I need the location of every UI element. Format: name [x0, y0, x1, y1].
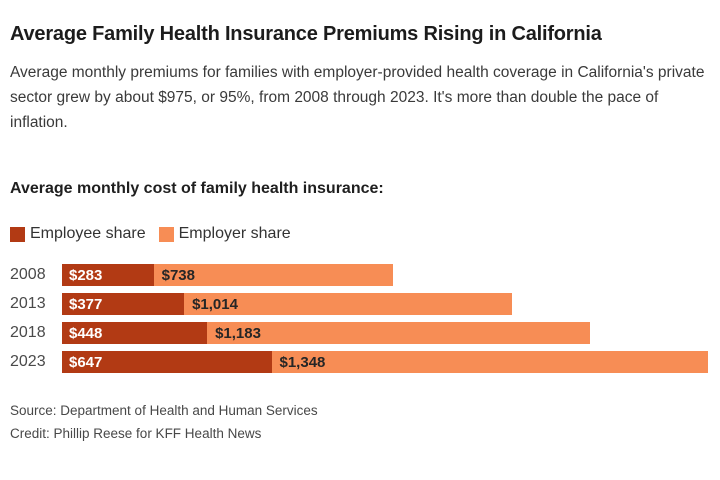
employee-share-swatch-icon [10, 226, 25, 242]
employee-share-segment: $448 [62, 322, 208, 345]
stacked-bar: $448 $1,183 [62, 322, 591, 345]
employee-share-segment: $647 [62, 351, 272, 374]
employee-share-segment: $283 [62, 264, 154, 287]
credit-line: Credit: Phillip Reese for KFF Health New… [10, 425, 262, 441]
bar-track: $647 $1,348 [62, 351, 708, 374]
subtitle: Average monthly premiums for families wi… [10, 64, 705, 132]
stacked-bar: $647 $1,348 [62, 351, 708, 374]
employer-share-segment: $1,014 [184, 293, 513, 316]
chart-row-2023: 2023 $647 $1,348 [10, 351, 708, 374]
chart-title: Average monthly cost of family health in… [10, 180, 384, 198]
year-label: 2008 [10, 266, 46, 284]
chart-row-2018: 2018 $448 $1,183 [10, 322, 708, 345]
employer-value-label: $1,014 [192, 295, 238, 313]
stacked-bar-chart: 2008 $283 $738 2013 $377 [10, 264, 708, 374]
footer: Source: Department of Health and Human S… [10, 400, 708, 445]
employer-share-swatch-icon [158, 226, 174, 242]
employee-share-segment: $377 [62, 293, 185, 316]
year-label: 2013 [10, 295, 46, 313]
bar-track: $283 $738 [62, 264, 708, 287]
employer-value-label: $1,348 [279, 353, 326, 371]
employee-value-label: $283 [69, 266, 103, 284]
legend-label-employer: Employer share [178, 225, 291, 243]
legend-item-employer: Employer share [158, 225, 291, 243]
infographic: Average Family Health Insurance Premiums… [10, 23, 708, 445]
bar-track: $448 $1,183 [62, 322, 708, 345]
employer-share-segment: $738 [153, 264, 393, 287]
source-line: Source: Department of Health and Human S… [10, 403, 318, 419]
employee-value-label: $377 [69, 295, 103, 313]
chart-row-2008: 2008 $283 $738 [10, 264, 708, 287]
stacked-bar: $283 $738 [62, 264, 393, 287]
employer-share-segment: $1,348 [271, 351, 708, 374]
employee-value-label: $448 [69, 324, 103, 342]
legend-label-employee: Employee share [30, 225, 146, 243]
employer-value-label: $1,183 [215, 324, 261, 342]
chart-row-2013: 2013 $377 $1,014 [10, 293, 708, 316]
employer-value-label: $738 [161, 266, 195, 284]
year-label: 2018 [10, 324, 46, 342]
year-label: 2023 [10, 353, 46, 371]
legend: Employee share Employer share [10, 225, 708, 243]
legend-item-employee: Employee share [10, 225, 146, 243]
stacked-bar: $377 $1,014 [62, 293, 513, 316]
bar-track: $377 $1,014 [62, 293, 708, 316]
page-title: Average Family Health Insurance Premiums… [10, 23, 602, 45]
employee-value-label: $647 [69, 353, 103, 371]
employer-share-segment: $1,183 [207, 322, 591, 345]
